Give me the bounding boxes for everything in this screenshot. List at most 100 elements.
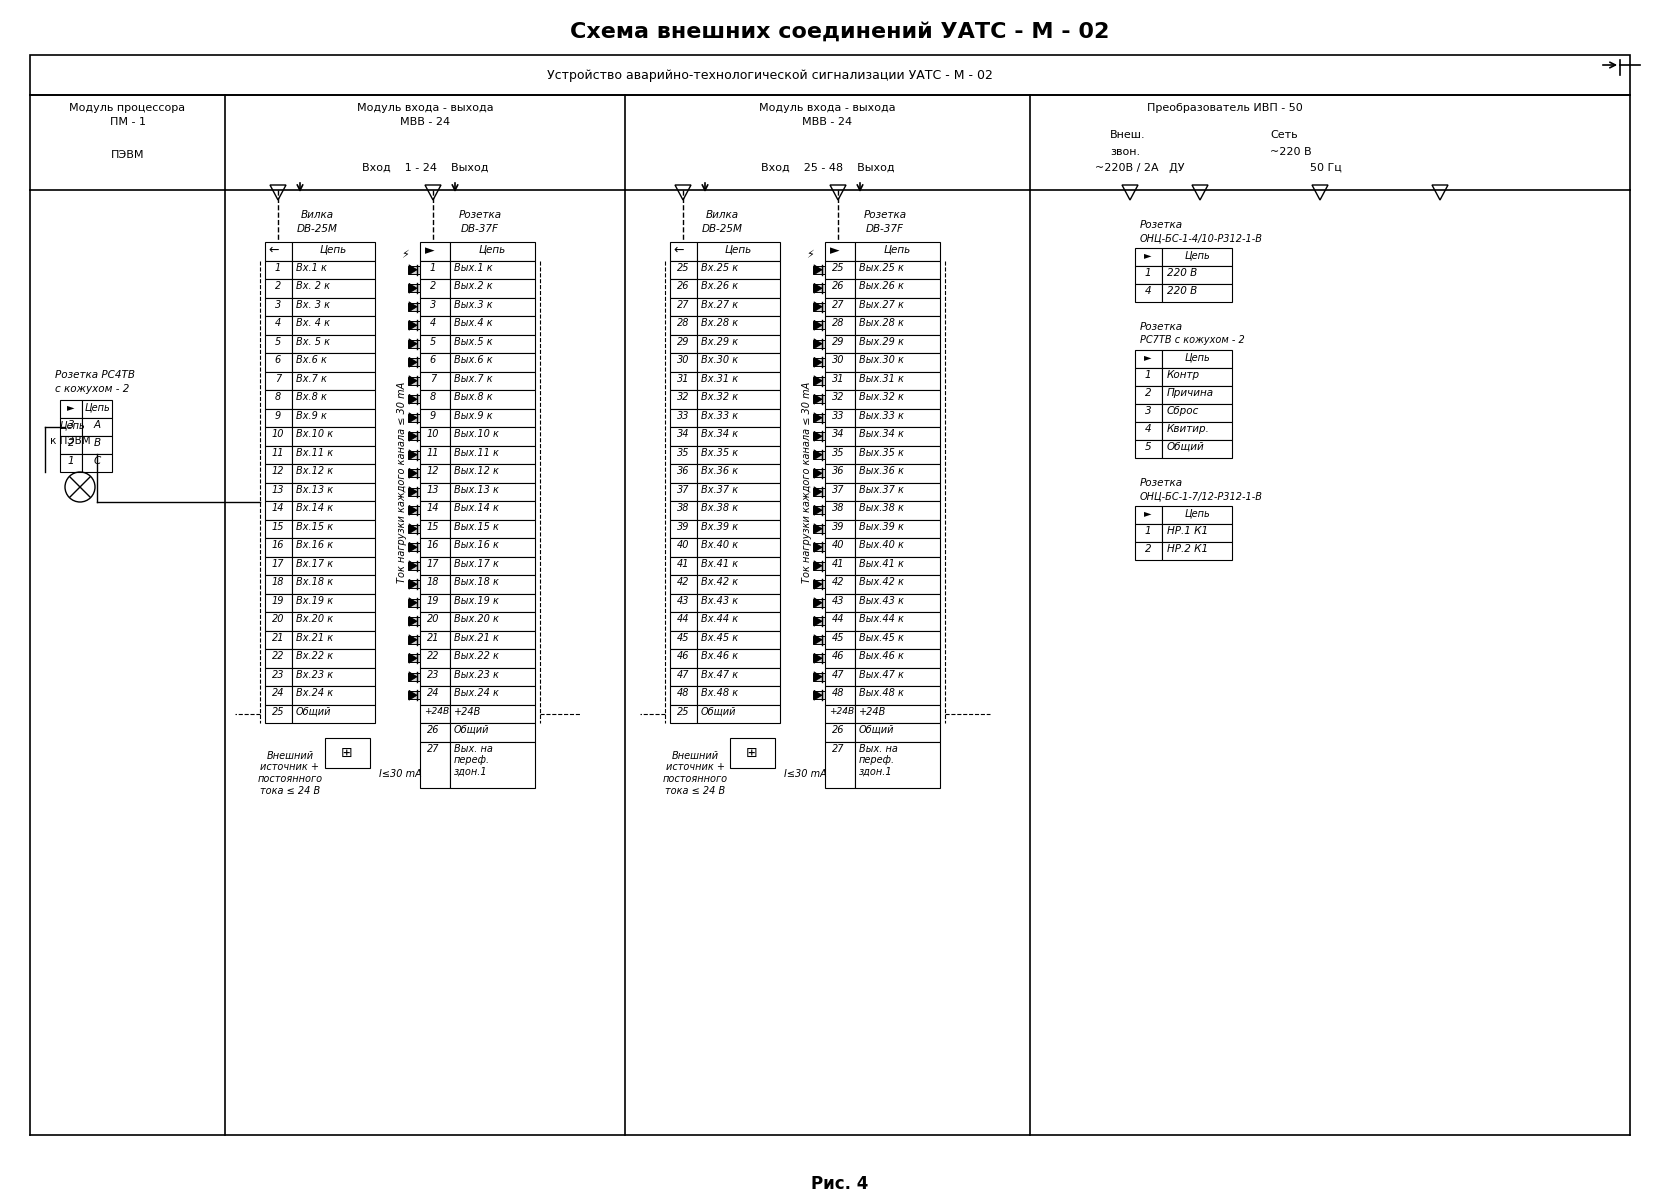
Polygon shape bbox=[815, 691, 822, 700]
Text: 9: 9 bbox=[430, 410, 437, 421]
Text: Вых.17 к: Вых.17 к bbox=[454, 558, 499, 569]
Bar bbox=[697, 390, 780, 409]
Bar bbox=[697, 482, 780, 500]
Text: ~220В / 2А   ДУ: ~220В / 2А ДУ bbox=[1095, 162, 1184, 173]
Text: Внеш.: Внеш. bbox=[1110, 130, 1146, 140]
Bar bbox=[697, 575, 780, 593]
Text: 2: 2 bbox=[276, 282, 281, 291]
Text: 1: 1 bbox=[1144, 268, 1151, 278]
Bar bbox=[855, 390, 941, 409]
Text: 30: 30 bbox=[677, 355, 689, 365]
Text: Вых.4 к: Вых.4 к bbox=[454, 318, 492, 328]
Text: Вилка: Вилка bbox=[301, 211, 334, 220]
Bar bbox=[450, 575, 534, 593]
Bar bbox=[825, 723, 855, 741]
Text: ⚡: ⚡ bbox=[402, 250, 408, 260]
Bar bbox=[825, 648, 855, 668]
Bar bbox=[825, 668, 855, 686]
Text: DB-25M: DB-25M bbox=[702, 224, 743, 235]
Bar bbox=[82, 454, 113, 472]
Bar bbox=[855, 648, 941, 668]
Bar bbox=[813, 339, 825, 348]
Bar bbox=[855, 334, 941, 352]
Bar bbox=[265, 668, 292, 686]
Text: Устройство аварийно-технологической сигнализации УАТС - М - 02: Устройство аварийно-технологической сигн… bbox=[548, 69, 993, 82]
Bar bbox=[408, 339, 420, 348]
Bar bbox=[450, 648, 534, 668]
Polygon shape bbox=[408, 635, 417, 645]
Bar bbox=[697, 242, 780, 261]
Text: 18: 18 bbox=[427, 577, 438, 587]
Text: Вых.8 к: Вых.8 к bbox=[454, 392, 492, 402]
Bar bbox=[855, 261, 941, 279]
Text: Вх.38 к: Вх.38 к bbox=[701, 503, 738, 512]
Text: Вых. на
переф.
здон.1: Вых. на переф. здон.1 bbox=[858, 743, 897, 777]
Polygon shape bbox=[815, 543, 822, 552]
Polygon shape bbox=[815, 653, 822, 663]
Text: 34: 34 bbox=[832, 429, 845, 439]
Bar bbox=[697, 261, 780, 279]
Text: Вх.18 к: Вх.18 к bbox=[296, 577, 333, 587]
Text: Вых.21 к: Вых.21 к bbox=[454, 633, 499, 642]
Text: Вх.32 к: Вх.32 к bbox=[701, 392, 738, 402]
Text: Ток нагрузки каждого канала ≤ 30 mA: Ток нагрузки каждого канала ≤ 30 mA bbox=[801, 381, 811, 583]
Bar bbox=[855, 538, 941, 557]
Text: 2: 2 bbox=[1144, 389, 1151, 398]
Text: ПЭВМ: ПЭВМ bbox=[111, 150, 144, 160]
Polygon shape bbox=[815, 468, 822, 479]
Bar bbox=[670, 557, 697, 575]
Text: Цепь: Цепь bbox=[1184, 352, 1210, 362]
Polygon shape bbox=[815, 265, 822, 274]
Text: Вых.23 к: Вых.23 к bbox=[454, 670, 499, 680]
Text: 42: 42 bbox=[832, 577, 845, 587]
Text: Вых.10 к: Вых.10 к bbox=[454, 429, 499, 439]
Bar bbox=[697, 705, 780, 723]
Bar bbox=[670, 686, 697, 705]
Text: 41: 41 bbox=[832, 558, 845, 569]
Bar bbox=[450, 668, 534, 686]
Text: Вх.44 к: Вх.44 к bbox=[701, 614, 738, 624]
Bar bbox=[408, 580, 420, 588]
Text: DB-37F: DB-37F bbox=[460, 224, 499, 235]
Text: 5: 5 bbox=[430, 337, 437, 346]
Bar bbox=[450, 316, 534, 334]
Bar bbox=[265, 261, 292, 279]
Bar bbox=[697, 686, 780, 705]
Text: 28: 28 bbox=[832, 318, 845, 328]
Text: 1: 1 bbox=[67, 456, 74, 466]
Text: Цепь: Цепь bbox=[1184, 508, 1210, 518]
Text: к ПЭВМ: к ПЭВМ bbox=[50, 435, 91, 446]
Text: Цепь: Цепь bbox=[60, 420, 86, 429]
Bar bbox=[420, 297, 450, 316]
Bar bbox=[408, 487, 420, 496]
Text: 8: 8 bbox=[430, 392, 437, 402]
Text: Квитир.: Квитир. bbox=[1168, 423, 1210, 434]
Bar bbox=[450, 593, 534, 612]
Bar bbox=[265, 242, 292, 261]
Bar bbox=[60, 454, 82, 472]
Text: Вых.2 к: Вых.2 к bbox=[454, 282, 492, 291]
Bar bbox=[670, 593, 697, 612]
Text: 39: 39 bbox=[832, 521, 845, 532]
Text: 41: 41 bbox=[677, 558, 689, 569]
Bar bbox=[697, 648, 780, 668]
Bar bbox=[265, 593, 292, 612]
Text: 1: 1 bbox=[1144, 526, 1151, 537]
Bar bbox=[697, 538, 780, 557]
Bar bbox=[408, 377, 420, 385]
Polygon shape bbox=[408, 523, 417, 534]
Bar bbox=[813, 635, 825, 644]
Bar bbox=[265, 520, 292, 538]
Polygon shape bbox=[408, 543, 417, 552]
Text: 46: 46 bbox=[832, 651, 845, 660]
Bar bbox=[292, 390, 375, 409]
Bar bbox=[825, 297, 855, 316]
Polygon shape bbox=[408, 395, 417, 404]
Text: 33: 33 bbox=[677, 410, 689, 421]
Text: 10: 10 bbox=[427, 429, 438, 439]
Bar bbox=[1136, 266, 1163, 284]
Text: +24В: +24В bbox=[828, 706, 853, 716]
Text: 45: 45 bbox=[677, 633, 689, 642]
Bar bbox=[670, 372, 697, 390]
Text: 29: 29 bbox=[677, 337, 689, 346]
